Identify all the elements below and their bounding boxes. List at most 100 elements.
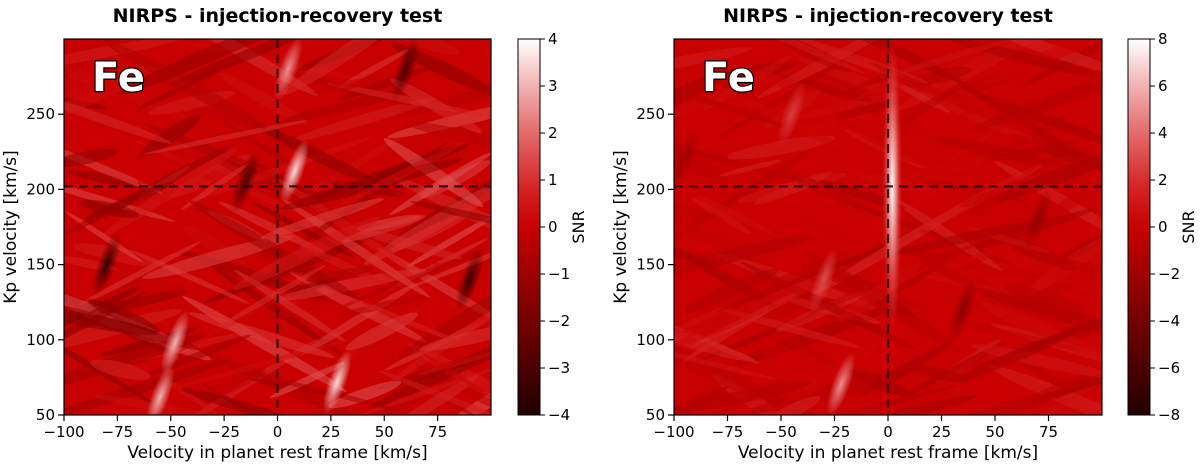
streak — [108, 220, 185, 256]
streak — [306, 266, 374, 283]
streak — [102, 265, 198, 300]
colorbar-tick-label: 0 — [548, 218, 558, 236]
streak — [681, 268, 779, 314]
streak — [328, 380, 402, 409]
streak — [954, 328, 1080, 382]
colorbar-tick-label: −1 — [548, 265, 570, 283]
colorbar-tick-label: 2 — [548, 124, 558, 142]
streak — [888, 218, 1049, 256]
streak — [269, 362, 345, 399]
streak — [843, 395, 977, 415]
x-tick-label: −25 — [819, 423, 851, 441]
streak — [985, 39, 1102, 84]
colorbar-tick-label: −8 — [1158, 406, 1180, 424]
streak — [92, 394, 244, 415]
streak — [1003, 285, 1085, 311]
x-tick-label: 75 — [1039, 423, 1058, 441]
streak — [833, 100, 898, 119]
streak — [771, 331, 892, 415]
streak — [64, 39, 186, 71]
streak — [334, 292, 461, 344]
streak — [907, 246, 979, 291]
streak — [64, 166, 175, 222]
chart-title: NIRPS - injection-recovery test — [723, 5, 1053, 27]
streak — [340, 295, 426, 316]
bright-spot — [809, 247, 839, 312]
streak — [291, 97, 435, 142]
colorbar-tick-label: −4 — [548, 406, 570, 424]
streak — [219, 264, 326, 328]
streak — [169, 39, 328, 86]
streak — [64, 359, 228, 415]
streak — [674, 386, 729, 415]
streak — [164, 368, 266, 415]
streak — [312, 77, 379, 94]
streak — [363, 165, 491, 266]
dark-spot — [1023, 187, 1053, 252]
y-tick-label: 150 — [636, 256, 665, 274]
streak — [979, 301, 1102, 364]
streak — [971, 363, 1102, 415]
streak — [936, 208, 1095, 260]
streak — [422, 353, 490, 397]
streak — [674, 343, 778, 380]
colorbar-tick-label: 1 — [548, 171, 558, 189]
colorbar-tick-label: −2 — [1158, 265, 1180, 283]
colorbar-tick-label: 0 — [1158, 218, 1168, 236]
bright-spot — [273, 39, 303, 102]
streak — [674, 235, 812, 275]
streak — [674, 131, 807, 183]
dark-spot — [948, 277, 978, 342]
colorbar-label: SNR — [1179, 210, 1198, 243]
x-tick-label: −25 — [208, 423, 240, 441]
streak — [970, 344, 1102, 378]
streak — [993, 250, 1102, 301]
streak — [992, 73, 1102, 106]
streak — [180, 387, 318, 415]
y-tick-label: 250 — [636, 105, 665, 123]
streak — [718, 159, 782, 177]
streak — [674, 87, 790, 129]
dark-spot — [391, 39, 420, 102]
streak — [68, 170, 149, 189]
streak — [751, 68, 879, 122]
streak — [378, 370, 491, 415]
x-tick-label: 50 — [985, 423, 1004, 441]
streak — [870, 62, 1031, 135]
x-axis-label: Velocity in planet rest frame [km/s] — [127, 443, 427, 463]
streak — [1027, 148, 1102, 230]
x-tick-label: 25 — [932, 423, 951, 441]
streak — [364, 392, 427, 415]
y-tick-label: 50 — [646, 406, 665, 424]
colorbar-tick-label: 4 — [1158, 124, 1168, 142]
streak — [142, 235, 293, 279]
streak — [804, 218, 867, 251]
bright-spot — [280, 139, 309, 204]
streak — [77, 241, 201, 306]
streak — [1022, 358, 1102, 415]
streak — [260, 198, 384, 239]
streak — [103, 40, 266, 129]
streak — [674, 46, 752, 75]
streak — [137, 153, 198, 185]
streak — [973, 288, 1102, 336]
x-axis-label: Velocity in planet rest frame [km/s] — [738, 443, 1038, 463]
dark-spot — [92, 232, 122, 297]
colorbar-tick-label: 8 — [1158, 30, 1168, 48]
species-label: Fe — [702, 55, 755, 101]
dark-spot — [455, 247, 485, 312]
streak — [397, 271, 491, 360]
y-axis-label: Kp velocity [km/s] — [1, 150, 21, 303]
colorbar-tick-label: 6 — [1158, 77, 1168, 95]
streak — [232, 216, 381, 290]
streak — [780, 169, 866, 210]
y-tick-label: 250 — [26, 105, 55, 123]
streak — [674, 381, 812, 413]
colorbar-tick-label: 2 — [1158, 171, 1168, 189]
heatmap-field — [674, 39, 1102, 415]
colorbar-tick-label: 4 — [548, 30, 558, 48]
colorbar-tick-label: −2 — [548, 312, 570, 330]
streak — [904, 363, 970, 383]
streak — [282, 39, 414, 95]
